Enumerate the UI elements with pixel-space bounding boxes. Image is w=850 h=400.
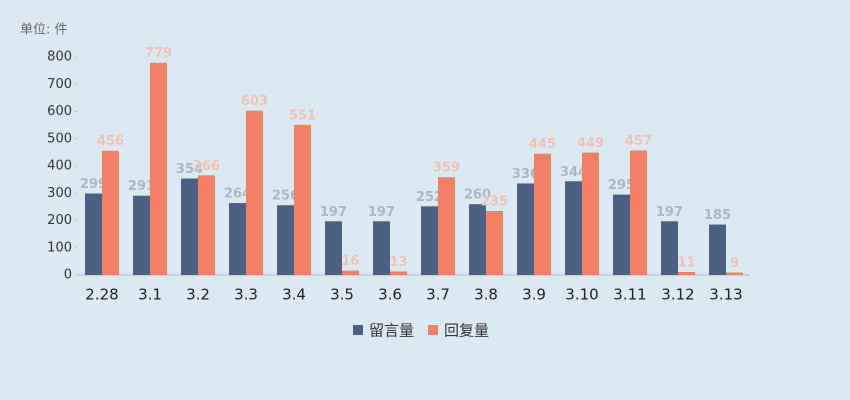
bar [246,110,263,276]
bar [486,210,503,275]
data-label: 456 [97,134,124,149]
data-label: 551 [289,108,316,123]
x-tick-label: 2.28 [85,286,118,304]
data-label: 366 [193,159,220,174]
bar [102,150,119,275]
data-label: 299 [80,177,107,192]
x-tick-label: 3.10 [565,286,598,304]
legend-swatch [428,325,439,335]
x-tick-label: 3.6 [378,286,402,304]
x-tick-label: 3.2 [186,286,210,304]
data-label: 264 [224,187,251,202]
bar [181,178,198,275]
data-label: 295 [608,178,635,193]
legend-label: 留言量 [369,322,414,340]
y-tick-label: 600 [47,104,72,119]
bar [565,181,582,275]
x-tick-label: 3.9 [522,286,546,304]
legend-label: 回复量 [444,322,489,340]
x-tick-label: 3.11 [613,286,646,304]
bar [229,203,246,275]
bar [709,224,726,275]
bar [517,183,534,275]
x-tick-label: 3.12 [661,286,694,304]
data-label: 344 [560,165,587,180]
y-tick-label: 0 [64,268,72,283]
bar [277,205,294,275]
y-tick-label: 400 [47,159,72,174]
bar [133,195,150,275]
x-tick-label: 3.13 [709,286,742,304]
x-tick-label: 3.1 [138,286,162,304]
bar [534,153,551,275]
data-label: 252 [416,190,443,205]
bar [421,206,438,275]
data-label: 197 [656,205,683,220]
data-label: 336 [512,167,539,182]
data-label: 359 [433,161,460,176]
bar [294,124,311,275]
y-tick-label: 100 [47,240,72,255]
data-label: 16 [341,254,359,269]
bar [85,193,102,275]
bar [438,177,455,275]
data-label: 197 [320,205,347,220]
bar [661,221,678,275]
data-label: 13 [389,255,407,270]
bar [390,271,407,275]
y-tick-label: 800 [47,50,72,65]
bar [630,150,647,275]
bar [613,194,630,275]
y-tick-label: 300 [47,186,72,201]
x-tick-label: 3.3 [234,286,258,304]
axis-label: 单位: 件 [20,23,68,38]
data-label: 235 [481,194,508,209]
y-tick-label: 200 [47,213,72,228]
data-label: 11 [677,256,695,271]
data-label: 354 [176,162,203,177]
legend-swatch [353,325,363,335]
x-tick-label: 3.5 [330,286,354,304]
x-tick-label: 3.8 [474,286,498,304]
data-label: 197 [368,205,395,220]
data-label: 9 [730,256,739,271]
bar [198,175,215,275]
bar [678,272,695,275]
data-label: 185 [704,208,731,223]
data-label: 449 [577,136,604,151]
data-label: 260 [464,188,491,203]
data-label: 603 [241,94,268,109]
data-label: 445 [529,137,556,152]
bar [726,272,743,275]
data-label: 256 [272,189,299,204]
bar [325,221,342,275]
bar [373,221,390,275]
y-tick-label: 500 [47,131,72,146]
x-tick-label: 3.4 [282,286,306,304]
data-label: 779 [145,46,172,61]
data-label: 457 [625,134,652,149]
bar [150,62,167,275]
x-tick-label: 3.7 [426,286,450,304]
bar [342,270,359,275]
y-tick-label: 700 [47,77,72,92]
bar [469,204,486,275]
bar [582,152,599,275]
data-label: 291 [128,179,155,194]
